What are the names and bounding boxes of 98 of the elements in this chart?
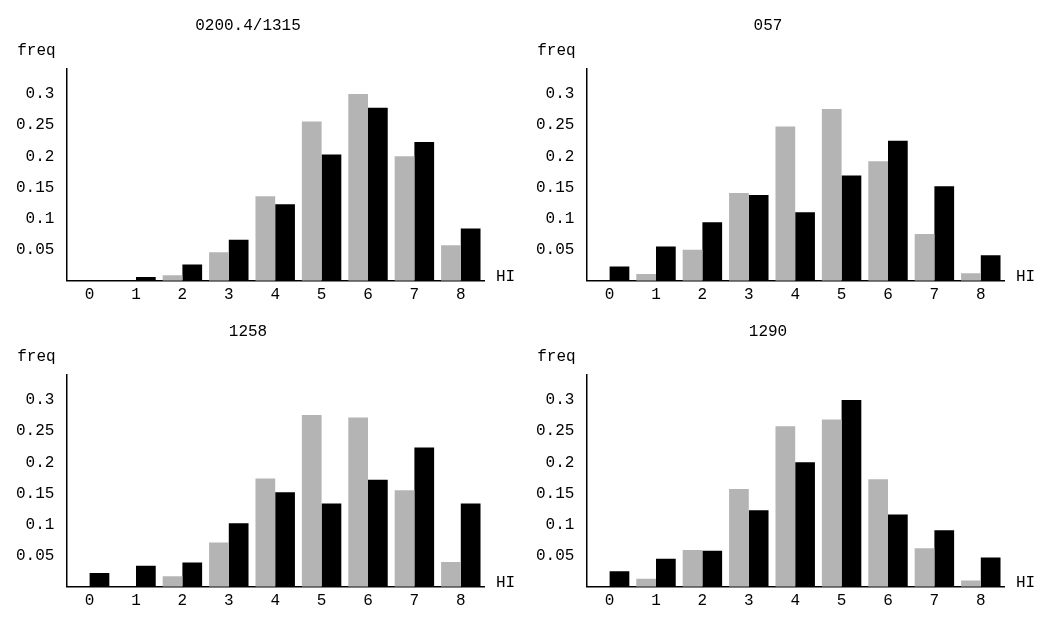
- bar: [775, 426, 796, 587]
- x-tick-label: 6: [363, 591, 373, 610]
- bar: [775, 126, 796, 281]
- x-tick-label: 3: [224, 591, 234, 610]
- y-tick-label: 0.2: [545, 453, 575, 472]
- bar: [394, 156, 415, 281]
- chart-title: 057: [753, 16, 783, 35]
- x-tick-label: 3: [224, 285, 234, 304]
- bar: [301, 415, 322, 587]
- x-tick-label: 8: [456, 591, 466, 610]
- x-tick-label: 2: [697, 591, 708, 610]
- y-axis-title: freq: [537, 42, 576, 61]
- y-tick-label: 0.1: [545, 209, 575, 228]
- x-tick-label: 3: [744, 591, 754, 610]
- y-tick-label: 0.15: [16, 484, 55, 503]
- x-tick-label: 5: [836, 285, 847, 304]
- bar: [348, 94, 368, 281]
- bar: [209, 252, 229, 281]
- x-tick-label: 7: [409, 591, 420, 610]
- y-tick-label: 0.25: [536, 422, 575, 441]
- bar: [914, 234, 935, 281]
- bar: [162, 576, 183, 587]
- x-tick-label: 0: [604, 285, 615, 304]
- y-axis-title: freq: [17, 348, 56, 367]
- chart-title: 1290: [748, 322, 788, 341]
- y-tick-label: 0.3: [25, 85, 55, 104]
- bar: [729, 489, 749, 587]
- x-tick-label: 7: [409, 285, 420, 304]
- y-tick-label: 0.25: [536, 116, 575, 135]
- x-tick-label: 4: [270, 591, 281, 610]
- y-tick-label: 0.2: [25, 453, 55, 472]
- y-tick-label: 0.1: [25, 515, 55, 534]
- bar: [209, 542, 229, 587]
- x-tick-label: 0: [84, 285, 95, 304]
- y-axis-title: freq: [537, 348, 576, 367]
- y-tick-label: 0.1: [25, 209, 55, 228]
- bar: [682, 249, 703, 281]
- x-tick-label: 1: [651, 285, 661, 304]
- y-tick-label: 0.05: [536, 240, 575, 259]
- bar: [301, 121, 322, 281]
- bar: [868, 161, 888, 281]
- y-tick-label: 0.25: [16, 116, 55, 135]
- bar: [821, 109, 842, 281]
- y-tick-label: 0.3: [25, 391, 55, 410]
- y-tick-label: 0.05: [16, 240, 55, 259]
- x-tick-label: 6: [883, 285, 893, 304]
- bar: [348, 417, 368, 587]
- x-tick-label: 1: [131, 591, 141, 610]
- chart-title: 0200.4/1315: [195, 16, 301, 35]
- x-tick-label: 3: [744, 285, 754, 304]
- x-tick-label: 0: [84, 591, 95, 610]
- bar: [441, 561, 461, 587]
- bar: [961, 273, 981, 281]
- bar: [729, 193, 749, 281]
- y-tick-label: 0.3: [545, 391, 575, 410]
- x-tick-label: 2: [177, 285, 188, 304]
- x-axis-title: HI: [496, 574, 516, 593]
- x-tick-label: 1: [651, 591, 661, 610]
- x-tick-label: 2: [697, 285, 708, 304]
- x-tick-label: 5: [316, 591, 327, 610]
- y-tick-label: 0.2: [545, 147, 575, 166]
- y-tick-label: 0.1: [545, 515, 575, 534]
- bar: [821, 419, 842, 587]
- y-tick-label: 0.15: [536, 178, 575, 197]
- bar: [255, 478, 276, 587]
- x-tick-label: 7: [929, 591, 940, 610]
- x-axis-title: HI: [496, 268, 516, 287]
- x-tick-label: 5: [836, 591, 847, 610]
- y-tick-label: 0.05: [536, 546, 575, 565]
- y-tick-label: 0.3: [545, 85, 575, 104]
- x-tick-label: 8: [976, 285, 986, 304]
- x-axis-title: HI: [1016, 574, 1036, 593]
- y-tick-label: 0.05: [16, 546, 55, 565]
- chart-title: 1258: [228, 322, 268, 341]
- x-tick-label: 4: [270, 285, 281, 304]
- x-tick-label: 6: [363, 285, 373, 304]
- bar: [682, 550, 703, 587]
- x-tick-label: 5: [316, 285, 327, 304]
- bar: [441, 245, 461, 281]
- x-tick-label: 4: [790, 285, 801, 304]
- x-tick-label: 8: [976, 591, 986, 610]
- y-tick-label: 0.15: [16, 178, 55, 197]
- bar: [868, 479, 888, 587]
- y-axis-title: freq: [17, 42, 56, 61]
- bar: [914, 548, 935, 587]
- y-tick-label: 0.15: [536, 484, 575, 503]
- bar: [394, 490, 415, 587]
- bar: [255, 196, 276, 281]
- x-tick-label: 6: [883, 591, 893, 610]
- x-tick-label: 7: [929, 285, 940, 304]
- x-tick-label: 1: [131, 285, 141, 304]
- x-tick-label: 2: [177, 591, 188, 610]
- x-tick-label: 8: [456, 285, 466, 304]
- x-tick-label: 4: [790, 591, 801, 610]
- y-tick-label: 0.25: [16, 422, 55, 441]
- x-axis-title: HI: [1016, 268, 1036, 287]
- x-tick-label: 0: [604, 591, 615, 610]
- y-tick-label: 0.2: [25, 147, 55, 166]
